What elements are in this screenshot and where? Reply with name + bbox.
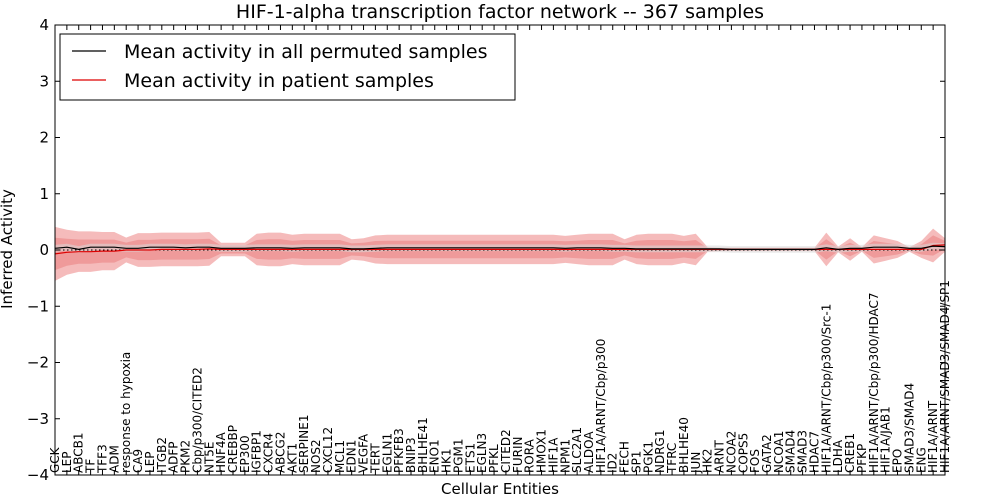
y-ticks: −4 −3 −2 −1 0 1 2 3 4 — [27, 16, 945, 484]
x-category-label: NCOA2 — [724, 431, 738, 473]
x-category-label: SP1 — [630, 451, 644, 474]
x-category-label: PGM1 — [452, 439, 466, 474]
y-tick-label: 0 — [39, 241, 49, 259]
activity-bands — [55, 226, 945, 281]
x-category-label: BHLHE40 — [677, 417, 691, 473]
y-tick-label: 2 — [39, 129, 49, 147]
x-category-label: LEP — [60, 452, 74, 474]
series-lines — [54, 244, 946, 255]
permuted-mean-line — [54, 245, 946, 251]
x-category-label: HMOX1 — [535, 429, 549, 473]
legend-label-permuted: Mean activity in all permuted samples — [124, 41, 487, 63]
x-category-label: SERPINE1 — [297, 414, 311, 473]
x-category-label: VEGFA — [357, 433, 371, 473]
x-category-label: EGLN3 — [475, 433, 489, 473]
y-tick-label: −1 — [27, 297, 49, 315]
x-category-label: SLC2A1 — [570, 427, 584, 473]
x-category-label: HIF1A/ARNT/Cbp/p300/Src-1 — [819, 304, 833, 473]
x-category-label: PGK1 — [641, 441, 655, 473]
legend-box — [59, 33, 516, 101]
x-category-label: GCK — [48, 446, 62, 473]
x-category-label: ARNT — [713, 439, 727, 473]
x-category-label: TF — [84, 459, 98, 474]
x-category-label: CREBBP — [226, 425, 240, 473]
y-tick-label: 1 — [39, 185, 49, 203]
x-category-label: TERT — [368, 443, 382, 474]
x-category-label: COPS5 — [736, 433, 750, 473]
legend-label-patient: Mean activity in patient samples — [124, 70, 434, 92]
x-category-label: JUN — [689, 452, 703, 474]
x-category-label: IGFBP1 — [250, 430, 264, 473]
x-category-label: EGLN1 — [380, 433, 394, 473]
patient-band-inner — [55, 235, 945, 271]
x-category-label: EPO — [891, 449, 905, 473]
y-tick-label: 3 — [39, 72, 49, 90]
x-category-label: HIF1A/ARNT/Cbp/p300 — [594, 339, 608, 473]
x-category-label: HDAC7 — [808, 431, 822, 473]
x-category-label: ID2 — [606, 453, 620, 473]
y-axis-label: Inferred Activity — [0, 189, 16, 309]
x-category-label: CITED2 — [499, 429, 513, 473]
x-category-label: ITGB2 — [155, 437, 169, 473]
x-category-label: Cbp/p300/CITED2 — [190, 367, 204, 473]
x-category-label: ABCB1 — [72, 432, 86, 472]
x-category-label: HIF1A/JAB1 — [879, 406, 893, 473]
y-tick-label: −3 — [27, 410, 49, 428]
x-category-label: NCOA1 — [772, 431, 786, 473]
x-category-label: SMAD4 — [784, 430, 798, 473]
x-category-label: CXCR4 — [262, 433, 276, 473]
x-category-label: NDRG1 — [653, 430, 667, 474]
x-category-label: ADM — [107, 445, 121, 473]
x-category-label: FECH — [618, 441, 632, 473]
x-category-label: HK2 — [701, 449, 715, 474]
x-category-label: GATA2 — [760, 434, 774, 473]
x-category-label: HK1 — [440, 448, 454, 473]
x-category-label: CREB1 — [843, 433, 857, 473]
x-category-label: response to hypoxia — [119, 352, 133, 473]
x-category-label: TFF3 — [96, 444, 110, 474]
x-category-label: PFKL — [487, 444, 501, 473]
x-category-label: BHLHE41 — [416, 417, 430, 473]
x-category-label: ABCG2 — [274, 431, 288, 473]
y-tick-label: −4 — [27, 466, 49, 484]
x-category-label: CA9 — [131, 449, 145, 473]
x-category-label: RORA — [523, 438, 537, 473]
x-category-label: AKT1 — [285, 443, 299, 473]
x-category-label: ADFP — [167, 441, 181, 473]
x-category-label: EP300 — [238, 435, 252, 473]
x-category-label: PFKFB3 — [392, 428, 406, 473]
x-category-label: ENO1 — [428, 439, 442, 473]
x-category-label: ETS1 — [463, 443, 477, 473]
x-category-label: ENG — [914, 447, 928, 473]
y-tick-label: −2 — [27, 354, 49, 372]
chart-title: HIF-1-alpha transcription factor network… — [236, 1, 764, 23]
x-category-label: NOS2 — [309, 439, 323, 473]
x-category-label: BNIP3 — [404, 437, 418, 473]
x-category-label: NT5E — [202, 442, 216, 474]
x-category-label: LDHA — [831, 439, 845, 473]
x-category-label: SMAD3/SMAD4 — [902, 383, 916, 473]
x-category-label: FURIN — [511, 436, 525, 473]
x-category-label: PKM2 — [179, 440, 193, 473]
x-category-label: HNF4A — [214, 431, 228, 473]
x-category-label: CXCL12 — [321, 427, 335, 473]
x-axis-label: Cellular Entities — [441, 480, 559, 498]
x-category-label: SMAD3 — [796, 430, 810, 473]
x-category-label: HIF1A/ARNT — [926, 400, 940, 473]
x-category-label: FOS — [748, 449, 762, 473]
x-category-label: MCL1 — [333, 440, 347, 473]
x-category-label: LEP — [143, 451, 157, 473]
x-category-label: NPM1 — [558, 439, 572, 473]
x-category-label: HIF1A — [546, 437, 560, 473]
x-category-label: PFKP — [855, 444, 869, 473]
x-category-label: EDN1 — [345, 440, 359, 473]
x-category-label: ALDOA — [582, 431, 596, 473]
x-category-label: TFRC — [665, 443, 679, 474]
x-category-label: HIF1A/ARNT/Cbp/p300/HDAC7 — [867, 292, 881, 473]
legend: Mean activity in all permuted samples Me… — [59, 33, 516, 101]
x-category-label: HIF1A/ARNT/SMAD3/SMAD4/SP1 — [938, 280, 952, 473]
y-tick-label: 4 — [39, 16, 49, 34]
